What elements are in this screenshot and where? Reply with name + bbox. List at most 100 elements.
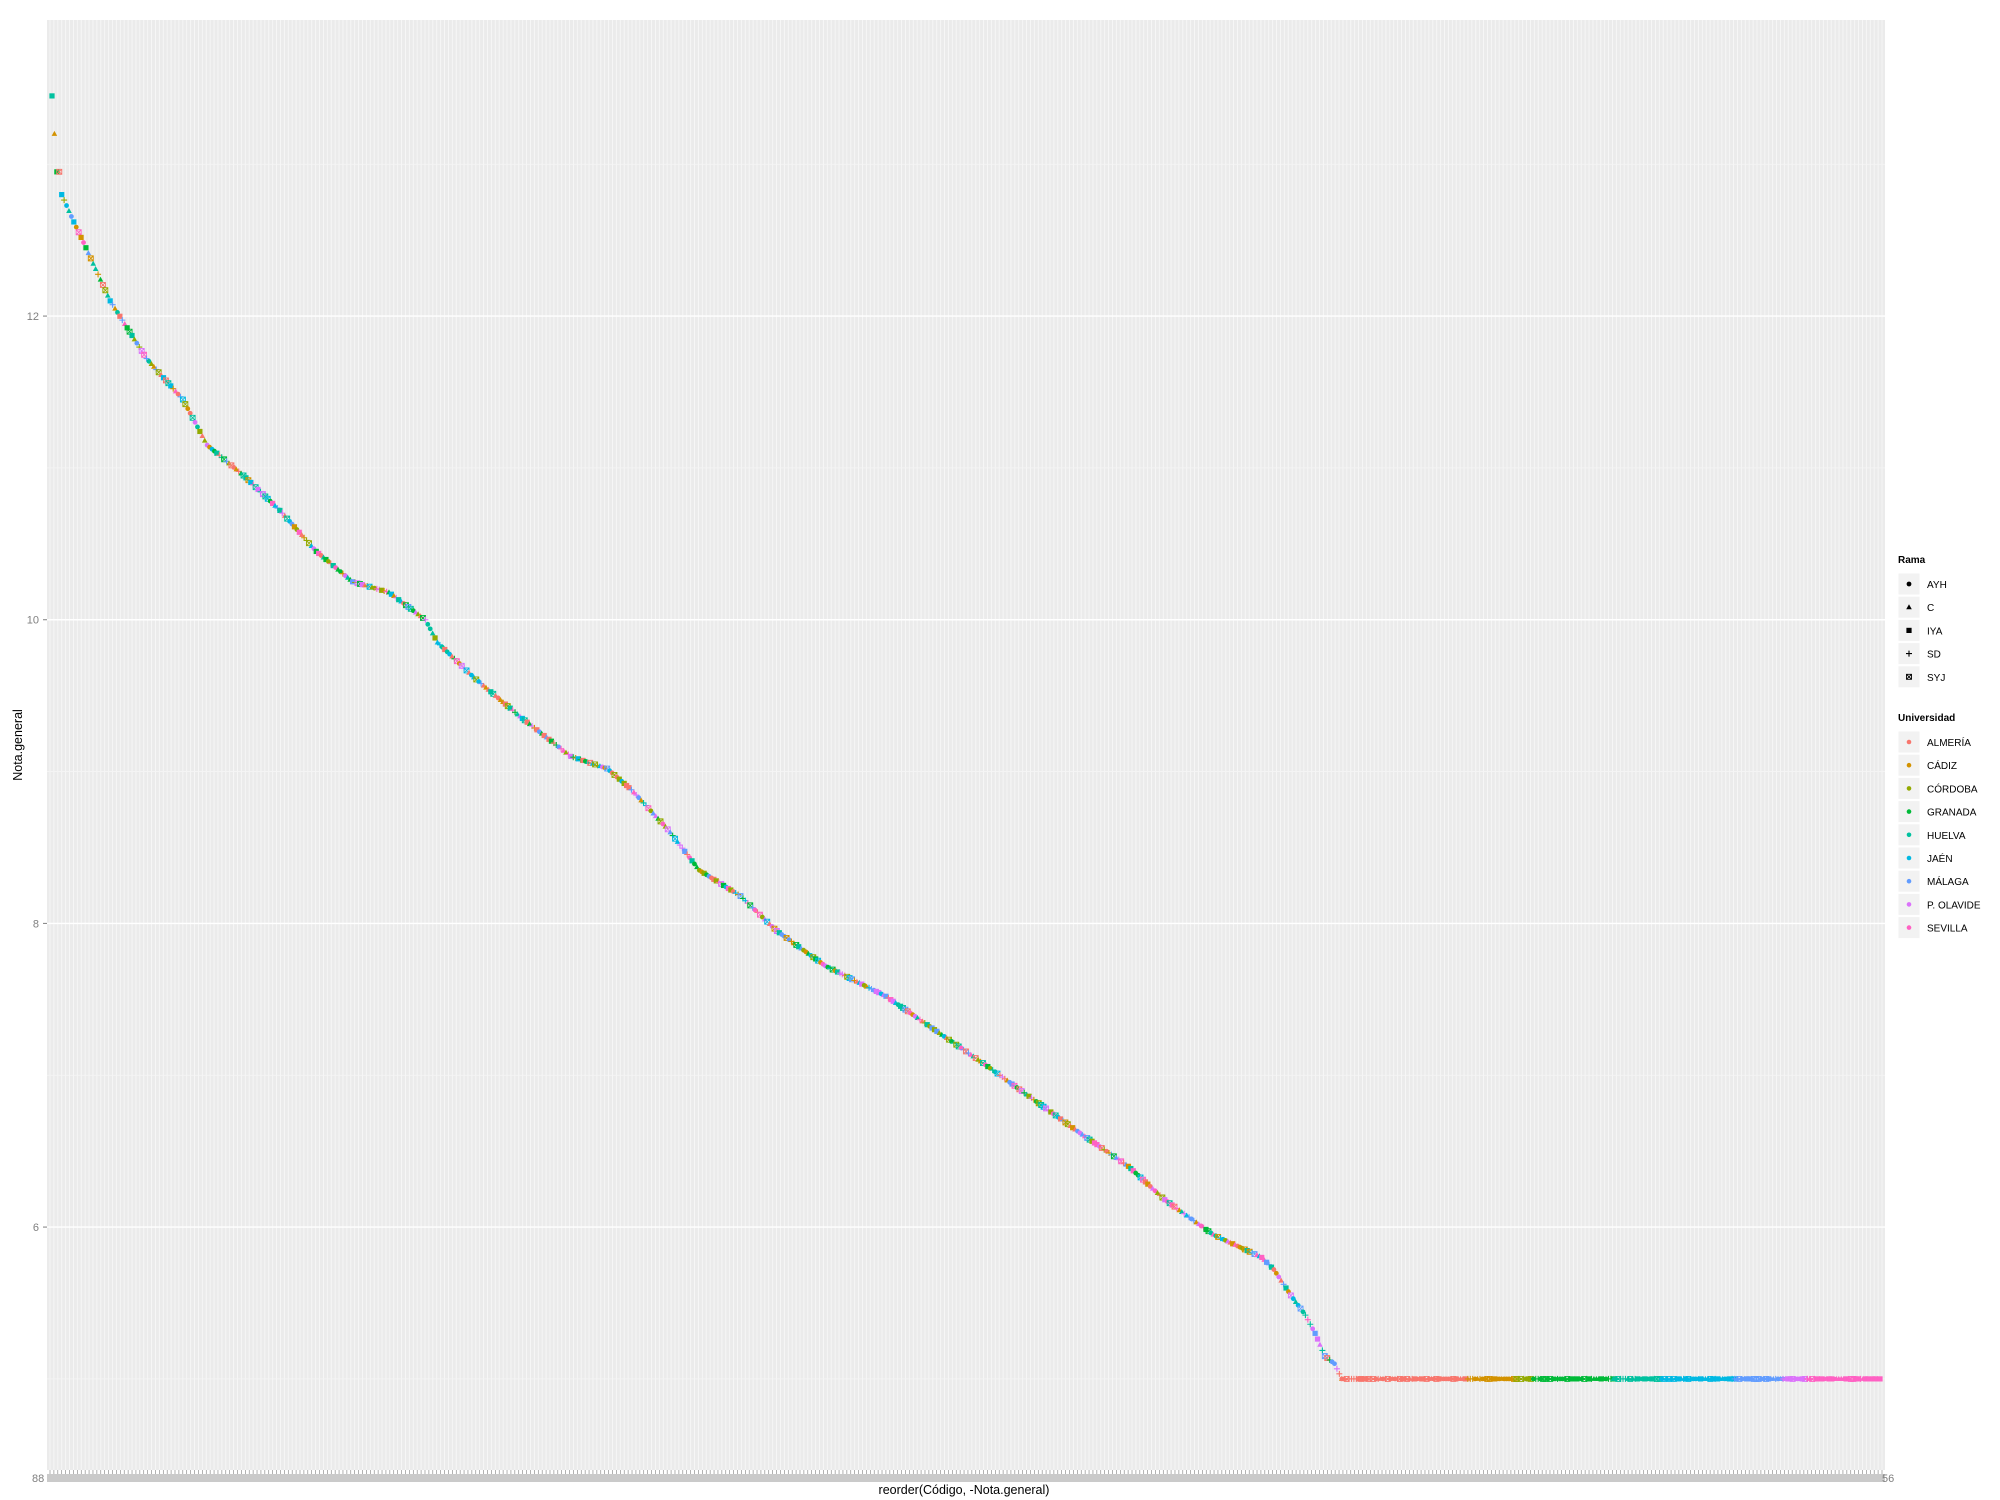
data-point <box>580 757 586 764</box>
data-point <box>134 340 140 346</box>
data-point <box>890 998 896 1004</box>
data-point <box>752 907 758 913</box>
data-point <box>1872 1376 1878 1382</box>
data-point <box>1312 1330 1318 1336</box>
legend-label: JAÉN <box>1927 852 1953 865</box>
data-point <box>318 553 324 558</box>
legend-swatch <box>1906 739 1912 745</box>
legend-swatch <box>1906 762 1912 768</box>
legend-label: CÓRDOBA <box>1927 782 1978 795</box>
data-point <box>372 585 377 591</box>
data-point <box>71 219 77 225</box>
data-point <box>495 695 501 701</box>
data-point <box>1314 1336 1321 1342</box>
data-point <box>648 808 654 814</box>
legend-label: P. OLAVIDE <box>1927 900 1981 911</box>
data-point <box>391 593 397 599</box>
data-point <box>168 383 174 389</box>
data-point <box>1147 1183 1153 1189</box>
data-point <box>1399 1376 1405 1382</box>
data-point <box>107 298 113 304</box>
data-point <box>66 208 72 214</box>
data-point <box>359 582 365 588</box>
data-point <box>1814 1376 1820 1382</box>
data-point <box>233 466 240 472</box>
legend-title: Universidad <box>1898 713 1955 724</box>
legend-label: CÁDIZ <box>1927 759 1957 772</box>
data-point <box>201 437 208 443</box>
data-point <box>92 266 99 272</box>
data-point <box>1319 1347 1326 1354</box>
data-point <box>676 842 683 849</box>
data-point <box>49 93 55 99</box>
data-point <box>1642 1376 1648 1382</box>
data-point <box>1574 1376 1580 1382</box>
legend-swatch <box>1906 855 1912 861</box>
x-tick-label-first: 88 <box>32 1473 44 1485</box>
data-point <box>575 756 581 762</box>
data-point <box>68 214 74 219</box>
data-point <box>631 789 637 795</box>
data-point <box>1154 1190 1161 1196</box>
data-point <box>1906 650 1912 657</box>
data-point <box>298 532 305 538</box>
data-point <box>248 479 254 486</box>
data-point <box>277 507 283 514</box>
x-axis-ticks <box>47 1470 1885 1482</box>
data-point <box>701 870 707 876</box>
data-point <box>1259 1254 1265 1261</box>
data-point <box>776 930 782 936</box>
legend-label: C <box>1927 603 1934 614</box>
legend-label: AYH <box>1927 580 1947 591</box>
data-point <box>1453 1376 1459 1382</box>
data-point <box>796 944 802 950</box>
data-point <box>64 203 69 208</box>
data-point <box>728 887 734 893</box>
data-point <box>330 562 336 569</box>
data-point <box>291 524 298 530</box>
data-point <box>876 990 882 996</box>
data-point <box>1264 1259 1270 1265</box>
data-point <box>1304 1316 1311 1323</box>
data-point <box>859 981 865 987</box>
legend-label: SD <box>1927 650 1941 661</box>
data-point <box>350 579 356 585</box>
data-point <box>476 679 482 684</box>
y-axis-ticks: 6 8 10 12 <box>27 311 47 1234</box>
data-point <box>333 565 339 571</box>
data-point <box>1230 1241 1236 1247</box>
data-point <box>131 336 138 342</box>
data-point <box>1746 1376 1752 1382</box>
data-point <box>652 813 659 819</box>
y-axis-title: Nota.general <box>11 709 25 781</box>
data-point <box>323 556 329 563</box>
data-point <box>61 197 68 204</box>
major-gridlines <box>47 315 1885 1228</box>
data-point <box>175 391 181 397</box>
data-point <box>633 792 640 799</box>
data-point <box>119 317 126 324</box>
data-point <box>129 332 135 339</box>
data-point <box>85 250 92 256</box>
data-point <box>1162 1197 1168 1203</box>
y-tick-label: 10 <box>27 615 39 627</box>
data-point <box>255 486 261 493</box>
data-point <box>296 529 302 535</box>
data-point <box>429 630 436 636</box>
data-point <box>834 969 841 975</box>
data-point <box>104 292 111 298</box>
data-point <box>90 260 97 266</box>
data-point <box>1877 1376 1883 1382</box>
x-tick-label-last: 56 <box>1882 1473 1894 1485</box>
data-point <box>480 682 487 688</box>
data-point <box>660 821 666 827</box>
data-point <box>655 815 661 821</box>
data-point <box>124 325 130 331</box>
x-axis-title: reorder(Código, -Nota.general) <box>879 1483 1050 1497</box>
data-point <box>316 550 322 557</box>
data-point <box>638 797 644 803</box>
data-point <box>1271 1267 1277 1272</box>
data-point <box>1317 1341 1323 1347</box>
data-point <box>674 838 681 844</box>
